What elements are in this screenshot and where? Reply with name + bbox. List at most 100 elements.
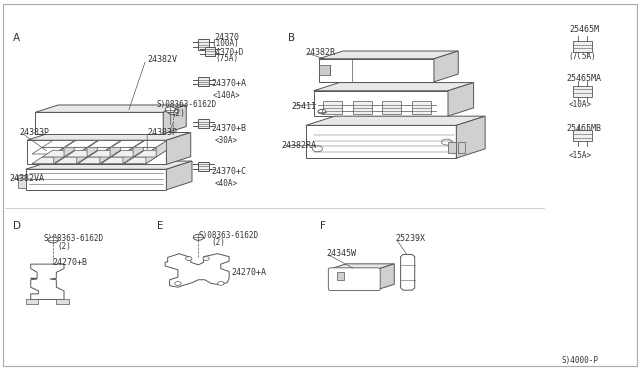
Polygon shape xyxy=(77,147,87,164)
Text: <15A>: <15A> xyxy=(569,151,592,160)
Polygon shape xyxy=(88,150,120,157)
Polygon shape xyxy=(31,264,64,299)
Text: (2): (2) xyxy=(172,109,186,118)
Polygon shape xyxy=(124,157,156,164)
Polygon shape xyxy=(166,161,192,190)
Polygon shape xyxy=(314,83,474,91)
Bar xyxy=(26,299,38,304)
Polygon shape xyxy=(319,51,458,59)
Text: S)08363-6162D: S)08363-6162D xyxy=(157,100,217,109)
Polygon shape xyxy=(100,147,110,164)
Text: 25239X: 25239X xyxy=(396,234,426,243)
Text: 24370+B: 24370+B xyxy=(212,124,247,133)
Circle shape xyxy=(165,107,175,113)
Polygon shape xyxy=(110,141,120,157)
Text: 24383P: 24383P xyxy=(147,128,177,137)
Polygon shape xyxy=(64,141,74,157)
Polygon shape xyxy=(35,105,186,112)
Polygon shape xyxy=(87,141,97,157)
Text: <140A>: <140A> xyxy=(213,92,241,100)
Polygon shape xyxy=(134,150,166,157)
Text: E: E xyxy=(157,221,163,231)
Polygon shape xyxy=(54,147,64,164)
Text: 24382RA: 24382RA xyxy=(282,141,317,150)
Text: 24370+C: 24370+C xyxy=(212,167,247,176)
Bar xyxy=(198,39,209,50)
Polygon shape xyxy=(101,157,133,164)
Text: 24382VA: 24382VA xyxy=(10,174,45,183)
Text: (75A): (75A) xyxy=(215,54,238,63)
Polygon shape xyxy=(165,254,229,287)
Polygon shape xyxy=(32,157,64,164)
Polygon shape xyxy=(133,141,143,157)
Polygon shape xyxy=(111,141,143,147)
Circle shape xyxy=(318,109,326,114)
Circle shape xyxy=(203,257,209,260)
Bar xyxy=(198,162,209,171)
Circle shape xyxy=(175,282,181,285)
Circle shape xyxy=(168,109,178,115)
Polygon shape xyxy=(26,169,166,190)
Bar xyxy=(56,299,69,304)
Bar xyxy=(205,47,215,56)
Bar xyxy=(573,86,592,97)
Polygon shape xyxy=(314,91,448,116)
Text: 25465MB: 25465MB xyxy=(566,124,602,133)
Polygon shape xyxy=(156,141,166,157)
Bar xyxy=(319,65,330,75)
Bar xyxy=(448,142,456,153)
Text: S)4000-P: S)4000-P xyxy=(562,356,599,365)
Polygon shape xyxy=(42,141,74,147)
Polygon shape xyxy=(330,264,394,269)
Text: 25465MA: 25465MA xyxy=(566,74,602,83)
Polygon shape xyxy=(306,125,456,158)
Polygon shape xyxy=(32,147,64,154)
Polygon shape xyxy=(134,141,166,147)
Polygon shape xyxy=(306,116,485,125)
Bar xyxy=(337,272,344,280)
Polygon shape xyxy=(55,157,87,164)
Text: 24370+A: 24370+A xyxy=(212,79,247,88)
Polygon shape xyxy=(27,140,166,164)
Text: F: F xyxy=(320,221,326,231)
Bar xyxy=(573,41,592,52)
Circle shape xyxy=(218,282,224,285)
Circle shape xyxy=(48,237,58,243)
Polygon shape xyxy=(434,51,458,82)
Polygon shape xyxy=(448,83,474,116)
Circle shape xyxy=(186,257,192,260)
Polygon shape xyxy=(88,141,120,147)
Polygon shape xyxy=(146,147,156,164)
Circle shape xyxy=(442,139,452,145)
Bar xyxy=(412,101,431,115)
Polygon shape xyxy=(319,59,434,82)
FancyBboxPatch shape xyxy=(328,268,380,291)
Bar xyxy=(353,101,372,115)
Polygon shape xyxy=(163,105,186,134)
Polygon shape xyxy=(35,112,163,134)
Polygon shape xyxy=(378,264,394,289)
Text: B: B xyxy=(288,33,295,43)
Polygon shape xyxy=(65,141,97,147)
Text: 24383P: 24383P xyxy=(19,128,49,137)
Text: S)08363-6162D: S)08363-6162D xyxy=(44,234,104,243)
Text: <10A>: <10A> xyxy=(569,100,592,109)
Bar xyxy=(198,77,209,86)
Polygon shape xyxy=(18,175,26,188)
Circle shape xyxy=(193,234,204,240)
Polygon shape xyxy=(55,147,87,154)
Polygon shape xyxy=(401,254,415,290)
Polygon shape xyxy=(26,161,192,169)
Polygon shape xyxy=(330,269,378,289)
Polygon shape xyxy=(27,132,191,140)
Text: (7.5A): (7.5A) xyxy=(568,52,596,61)
Bar xyxy=(198,119,209,128)
Text: 24370: 24370 xyxy=(214,33,239,42)
Polygon shape xyxy=(78,157,110,164)
Bar xyxy=(382,101,401,115)
Polygon shape xyxy=(166,132,191,164)
Bar xyxy=(323,101,342,115)
Polygon shape xyxy=(124,147,156,154)
Text: 24270+A: 24270+A xyxy=(232,268,267,277)
Text: <40A>: <40A> xyxy=(214,179,237,188)
